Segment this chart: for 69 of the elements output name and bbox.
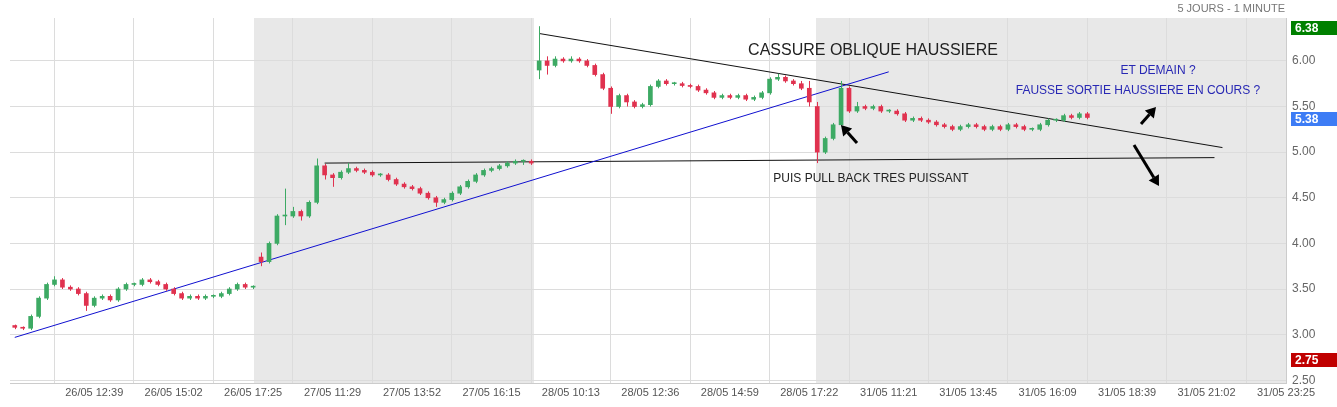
y-tick-label: 5.00 xyxy=(1292,144,1316,159)
x-tick-label: 31/05 23:25 xyxy=(1256,385,1316,398)
candlestick xyxy=(640,102,645,109)
annotation: CASSURE OBLIQUE HAUSSIERE xyxy=(748,41,998,59)
candlestick xyxy=(1037,122,1043,132)
x-tick-label: 31/05 21:02 xyxy=(1177,385,1236,398)
annotation: FAUSSE SORTIE HAUSSIERE EN COURS ? xyxy=(1015,83,1261,97)
candlestick xyxy=(1021,124,1027,132)
x-tick-label: 27/05 11:29 xyxy=(303,385,362,398)
candlestick xyxy=(155,279,161,287)
candlestick xyxy=(942,122,947,129)
x-tick-label: 26/05 15:02 xyxy=(144,385,203,398)
candlestick xyxy=(83,291,89,312)
y-tick-label: 6.00 xyxy=(1292,53,1316,68)
y-tick-label: 2.50 xyxy=(1292,372,1316,387)
candlestick xyxy=(346,162,351,175)
annotation: ET DEMAIN ? xyxy=(1120,63,1196,77)
x-tick-label: 31/05 16:09 xyxy=(1018,385,1077,398)
y-tick-label: 5.50 xyxy=(1292,98,1316,113)
candlestick xyxy=(1085,111,1090,120)
candlestick xyxy=(441,197,447,205)
candlestick xyxy=(743,93,749,102)
candlestick xyxy=(949,124,955,132)
candlestick xyxy=(1053,117,1058,123)
candlestick xyxy=(489,166,494,173)
candlestick xyxy=(1077,111,1082,120)
x-tick-label: 26/05 17:25 xyxy=(224,385,283,398)
x-tick-label: 28/05 10:13 xyxy=(541,385,600,398)
x-tick-label: 28/05 12:36 xyxy=(621,385,680,398)
candlestick xyxy=(362,168,367,175)
x-tick-label: 31/05 13:45 xyxy=(939,385,998,398)
candlestick xyxy=(219,291,224,299)
candlestick xyxy=(1061,113,1066,123)
candlestick xyxy=(918,116,923,123)
candlestick xyxy=(671,81,677,87)
candlestick xyxy=(242,282,248,290)
candlestick xyxy=(799,80,804,91)
candlestick xyxy=(910,116,915,123)
candlestick xyxy=(600,72,606,91)
x-tick-label: 27/05 16:15 xyxy=(462,385,521,398)
candlestick xyxy=(457,184,463,196)
candlestick xyxy=(354,166,359,173)
candlestick xyxy=(965,122,971,129)
candlestick xyxy=(520,158,526,166)
x-tick-label: 31/05 18:39 xyxy=(1098,385,1157,398)
candlestick xyxy=(751,95,756,102)
y-tick-label: 4.50 xyxy=(1292,190,1316,205)
y-tick-label: 4.00 xyxy=(1292,235,1316,250)
candlestick xyxy=(957,124,963,132)
annotation: PUIS PULL BACK TRES PUISSANT xyxy=(773,171,969,185)
x-tick-label: 26/05 12:39 xyxy=(65,385,124,398)
candlestick xyxy=(1069,113,1074,120)
y-tick-label: 3.50 xyxy=(1292,281,1316,296)
chart-subtitle: 5 JOURS - 1 MINUTE xyxy=(1177,2,1285,14)
candlestick xyxy=(211,293,216,299)
text: 2.75 xyxy=(1291,353,1337,367)
candlestick xyxy=(28,314,33,331)
x-tick-label: 28/05 17:22 xyxy=(780,385,839,398)
candlestick xyxy=(20,325,26,331)
candlestick xyxy=(902,111,907,123)
y-tick-label: 3.00 xyxy=(1292,326,1316,341)
text: 5.38 xyxy=(1291,112,1337,126)
x-tick-label: 28/05 14:59 xyxy=(700,385,759,398)
x-tick-label: 27/05 13:52 xyxy=(382,385,442,398)
x-tick-label: 31/05 11:21 xyxy=(860,385,918,398)
candlestick xyxy=(735,93,741,100)
candlestick xyxy=(759,90,764,100)
candlestick xyxy=(497,163,502,171)
text: 6.38 xyxy=(1291,21,1337,35)
